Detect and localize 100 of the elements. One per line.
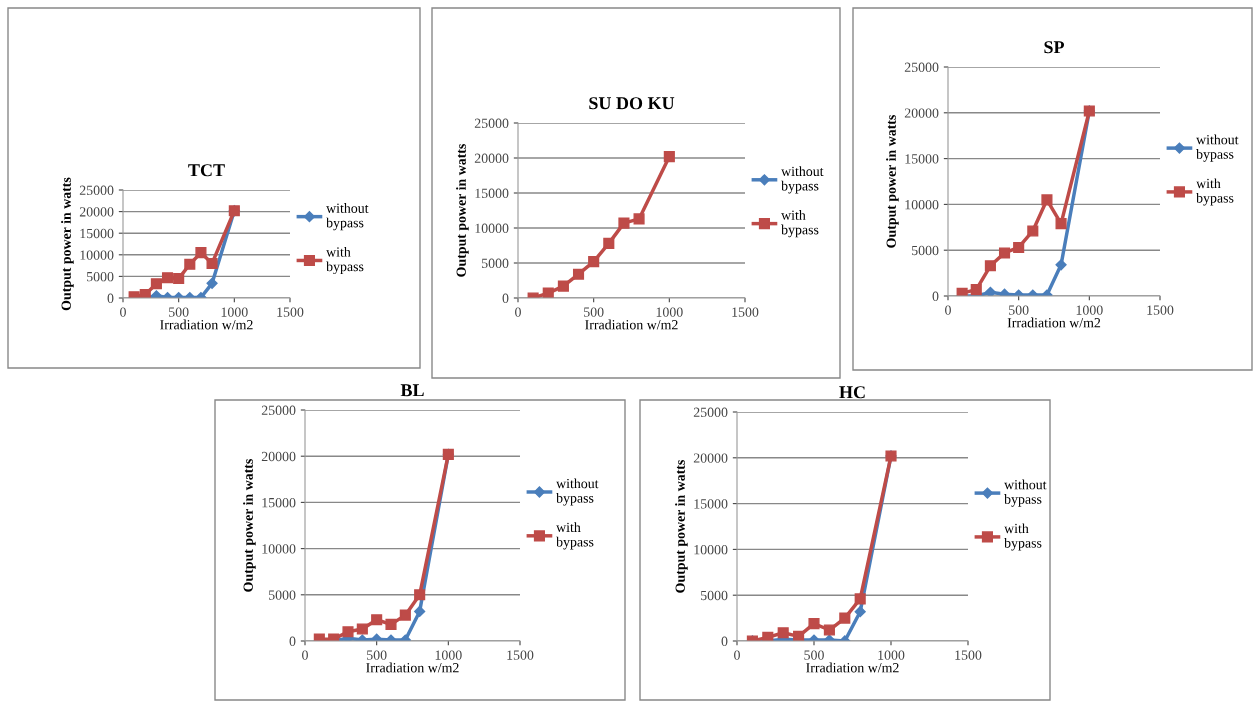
point — [572, 268, 585, 280]
y-tick-label: 25000 — [904, 62, 939, 72]
point — [385, 618, 397, 630]
point — [173, 273, 185, 285]
point — [808, 618, 820, 630]
chart-title: BL — [400, 384, 424, 397]
y-tick-label: 25000 — [693, 407, 728, 417]
point — [1027, 225, 1039, 237]
point — [777, 627, 789, 639]
y-tick-label: 25000 — [79, 185, 114, 195]
point — [184, 258, 196, 270]
point — [633, 213, 645, 225]
point — [1055, 218, 1067, 230]
point — [663, 151, 675, 163]
legend-label: with bypass — [1004, 523, 1042, 551]
point — [342, 626, 354, 638]
point — [854, 593, 866, 605]
y-tick-label: 5000 — [269, 590, 296, 600]
x-tick-label: 500 — [169, 307, 189, 317]
x-tick-label: 1500 — [732, 307, 759, 317]
y-tick-label: 15000 — [905, 154, 939, 164]
y-tick-label: 0 — [289, 636, 296, 646]
point — [414, 589, 426, 601]
x-tick-label: 1000 — [435, 650, 462, 660]
x-tick-label: 1500 — [507, 650, 534, 660]
legend-label: without bypass — [1004, 479, 1047, 507]
point — [371, 614, 383, 626]
point — [588, 256, 600, 268]
point — [618, 217, 630, 229]
y-tick-label: 25000 — [474, 118, 509, 128]
x-tick-label: 1000 — [656, 307, 683, 317]
point — [603, 237, 615, 249]
y-tick-label: 0 — [721, 636, 728, 646]
y-axis-title: Output power in watts — [61, 177, 74, 311]
y-tick-label: 0 — [502, 293, 509, 303]
x-tick-label: 500 — [804, 650, 824, 660]
chart-title: SP — [1044, 41, 1065, 54]
y-tick-label: 5000 — [701, 590, 728, 601]
y-tick-label: 5000 — [482, 258, 509, 268]
x-tick-label: 1000 — [878, 650, 905, 660]
x-tick-label: 500 — [367, 650, 387, 660]
legend-label: with bypass — [781, 210, 819, 238]
point — [854, 606, 866, 618]
point — [356, 623, 368, 635]
point — [206, 257, 218, 269]
x-tick-label: 1500 — [955, 650, 982, 660]
x-axis-title: Irradiation w/m2 — [366, 662, 459, 673]
point — [161, 272, 174, 284]
legend-label: with bypass — [1196, 178, 1234, 206]
x-tick-label: 500 — [584, 307, 604, 317]
y-tick-label: 15000 — [694, 499, 728, 509]
x-axis-title: Irradiation w/m2 — [1007, 317, 1101, 328]
y-tick-label: 15000 — [475, 188, 509, 198]
x-tick-label: 0 — [515, 307, 521, 317]
y-tick-label: 5000 — [912, 245, 939, 256]
x-axis-title: Irradiation w/m2 — [160, 319, 253, 330]
legend-label: without bypass — [1196, 134, 1239, 162]
point — [150, 278, 162, 290]
point — [998, 247, 1011, 259]
y-axis-title: Output power in watts — [456, 144, 469, 277]
legend-label: with bypass — [556, 522, 594, 550]
x-tick-label: 1500 — [1147, 305, 1174, 315]
x-tick-label: 0 — [120, 307, 126, 317]
point — [1055, 259, 1067, 271]
point — [195, 247, 207, 259]
point — [1041, 194, 1053, 206]
point — [557, 280, 569, 292]
x-tick-label: 500 — [1009, 305, 1029, 315]
y-tick-label: 20000 — [693, 453, 728, 463]
legend-label: with bypass — [326, 246, 364, 275]
chart-title: SU DO KU — [589, 97, 675, 110]
y-tick-label: 10000 — [262, 544, 296, 554]
legend-label: without bypass — [781, 166, 824, 194]
point — [414, 605, 426, 618]
y-tick-label: 20000 — [79, 207, 114, 217]
y-tick-label: 15000 — [80, 228, 114, 239]
y-tick-label: 15000 — [262, 497, 296, 508]
y-axis-title: Output power in watts — [886, 115, 899, 248]
y-tick-label: 20000 — [261, 451, 296, 462]
y-tick-label: 25000 — [261, 405, 296, 415]
x-tick-label: 1000 — [221, 307, 248, 317]
y-tick-label: 10000 — [905, 199, 939, 210]
x-axis-title: Irradiation w/m2 — [806, 662, 899, 673]
chart-title: HC — [839, 386, 865, 399]
y-tick-label: 10000 — [475, 223, 509, 233]
x-tick-label: 0 — [302, 650, 308, 660]
legend-label: without bypass — [326, 203, 369, 231]
y-tick-label: 10000 — [80, 250, 114, 260]
x-tick-label: 0 — [945, 305, 951, 315]
x-tick-label: 0 — [734, 650, 740, 660]
point — [984, 286, 997, 296]
y-tick-label: 10000 — [694, 544, 728, 555]
y-tick-label: 0 — [107, 293, 114, 303]
point — [399, 609, 411, 621]
x-axis-title: Irradiation w/m2 — [585, 319, 678, 330]
point — [823, 624, 835, 636]
y-tick-label: 0 — [932, 291, 939, 301]
point — [1013, 241, 1025, 254]
point — [984, 260, 996, 272]
y-tick-label: 20000 — [904, 108, 939, 118]
